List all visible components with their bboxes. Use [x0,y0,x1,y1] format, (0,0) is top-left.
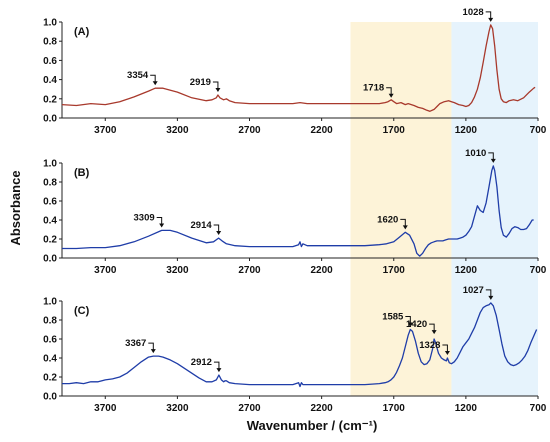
peak-annotation-label: 2912 [191,357,212,368]
spectrum-line-2 [62,302,538,388]
x-tick-label: 3200 [166,403,189,414]
y-tick-label: 1.0 [43,18,57,29]
peak-annotation-label: 3309 [134,212,155,223]
y-tick-label: 0.0 [43,254,57,265]
x-tick-label: 2200 [311,403,334,414]
y-tick-label: 0.6 [43,335,57,346]
x-tick-label: 3700 [94,403,117,414]
peak-annotation-label: 1718 [363,83,384,94]
peak-annotation-arrow [488,152,494,160]
y-axis-label: Absorbance [8,170,23,245]
x-tick-label: 700 [530,403,547,414]
spectra-panels: 0.0 0.2 0.4 0.6 0.8 1.0 3700 3200 2700 2200 1700 12… [43,7,547,414]
x-tick-label: 3200 [166,125,189,136]
x-tick-label: 1700 [383,125,406,136]
peak-annotation-arrow [386,87,392,95]
peak-annotation-arrow [213,361,220,370]
peak-annotation-arrowhead [216,368,222,373]
y-tick-label: 1.0 [43,297,57,308]
peak-annotation-arrow [400,218,406,227]
y-tick-label: 0.2 [43,94,57,105]
x-tick-label: 3700 [94,265,117,276]
peak-annotation-label: 3367 [125,338,146,349]
panel-2: 0.0 0.2 0.4 0.6 0.8 1.0 3700 3200 2700 2200 1700 12… [43,285,547,414]
peak-annotation-arrow [442,344,448,352]
peak-annotation-label: 2914 [191,220,213,231]
highlight-bands [350,22,538,396]
y-tick-label: 0.0 [43,114,57,125]
peak-annotation-label: 1010 [465,148,486,159]
peak-annotation-arrow [485,289,492,297]
x-tick-label: 1700 [383,265,406,276]
panel-label: (A) [74,26,90,38]
peak-annotation-arrow [148,342,154,351]
highlight-region-0 [350,22,452,396]
y-tick-label: 0.2 [43,373,57,384]
x-tick-label: 2700 [238,403,261,414]
x-tick-label: 700 [530,125,547,136]
peak-annotation-arrowhead [431,330,437,335]
y-tick-label: 0.6 [43,56,57,67]
peak-annotation-arrowhead [216,231,222,236]
peak-annotation-arrowhead [490,158,496,163]
peak-annotation-arrow [485,11,492,19]
peak-annotation-arrow [405,316,411,324]
y-tick-label: 1.0 [43,159,57,170]
x-tick-label: 1700 [383,403,406,414]
peak-annotation-arrow [150,74,156,83]
peak-annotation-label: 3354 [127,70,149,81]
peak-annotation-label: 2919 [190,77,211,88]
y-tick-label: 0.2 [43,235,57,246]
peak-annotation-label: 1620 [377,214,398,225]
y-tick-label: 0.8 [43,178,57,189]
peak-annotation-label: 1585 [382,312,404,323]
peak-annotation-arrowhead [150,349,156,354]
peak-annotation-arrow [429,323,435,332]
peak-annotation-arrowhead [407,322,413,327]
peak-annotation-arrow [156,216,163,225]
x-tick-label: 2700 [238,125,261,136]
x-tick-label: 1200 [455,265,478,276]
peak-annotation-arrow [213,224,220,233]
x-tick-label: 3200 [166,265,189,276]
panel-1: 0.0 0.2 0.4 0.6 0.8 1.0 3700 3200 2700 2200 1700 12… [43,148,547,276]
x-tick-label: 2200 [311,125,334,136]
peak-annotation-arrowhead [388,93,394,98]
spectrum-line-1 [62,165,534,257]
peak-annotation-label: 1027 [463,285,484,296]
y-tick-label: 0.0 [43,392,57,403]
panel-label: (C) [74,305,90,317]
peak-annotation-label: 1028 [463,7,484,18]
spectrum-line-0 [61,24,536,112]
x-tick-label: 2200 [311,265,334,276]
peak-annotation-arrowhead [488,17,494,22]
peak-annotation-label: 1420 [406,319,427,330]
x-tick-label: 700 [530,265,547,276]
x-tick-label: 1200 [455,125,478,136]
x-axis-label: Wavenumber / (cm⁻¹) [247,418,378,433]
y-tick-label: 0.8 [43,37,57,48]
peak-annotation-arrowhead [215,87,221,92]
peak-annotation-arrowhead [152,81,158,86]
y-tick-label: 0.8 [43,316,57,327]
y-tick-label: 0.4 [43,354,57,365]
peak-annotation-arrowhead [444,351,450,355]
peak-annotation-arrowhead [488,295,494,300]
y-tick-label: 0.4 [43,75,57,86]
peak-annotation-arrow [212,81,219,89]
y-tick-label: 0.4 [43,216,57,227]
panel-label: (B) [74,167,90,179]
peak-annotation-arrowhead [402,225,408,230]
x-tick-label: 2700 [238,265,261,276]
x-tick-label: 3700 [94,125,117,136]
x-tick-label: 1200 [455,403,478,414]
y-tick-label: 0.6 [43,197,57,208]
peak-annotation-label: 1328 [419,340,440,351]
highlight-region-1 [451,22,538,396]
peak-annotation-arrowhead [159,223,165,228]
panel-0: 0.0 0.2 0.4 0.6 0.8 1.0 3700 3200 2700 2200 1700 12… [43,7,547,136]
